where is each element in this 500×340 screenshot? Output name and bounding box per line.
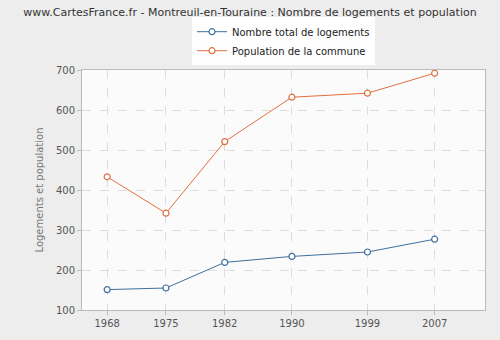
svg-text:100: 100 [56,305,75,316]
svg-text:600: 600 [56,105,75,116]
svg-text:www.CartesFrance.fr - Montreui: www.CartesFrance.fr - Montreuil-en-Toura… [23,6,476,19]
svg-text:1968: 1968 [94,318,119,329]
svg-text:1990: 1990 [279,318,304,329]
svg-text:700: 700 [56,65,75,76]
svg-text:Logements et population: Logements et population [34,127,45,252]
svg-text:1982: 1982 [212,318,237,329]
svg-text:Population de la commune: Population de la commune [232,46,365,57]
svg-text:300: 300 [56,225,75,236]
svg-text:1999: 1999 [355,318,380,329]
svg-text:2007: 2007 [422,318,447,329]
svg-text:400: 400 [56,185,75,196]
svg-text:200: 200 [56,265,75,276]
svg-text:500: 500 [56,145,75,156]
svg-text:Nombre total de logements: Nombre total de logements [232,27,369,38]
svg-text:1975: 1975 [153,318,178,329]
